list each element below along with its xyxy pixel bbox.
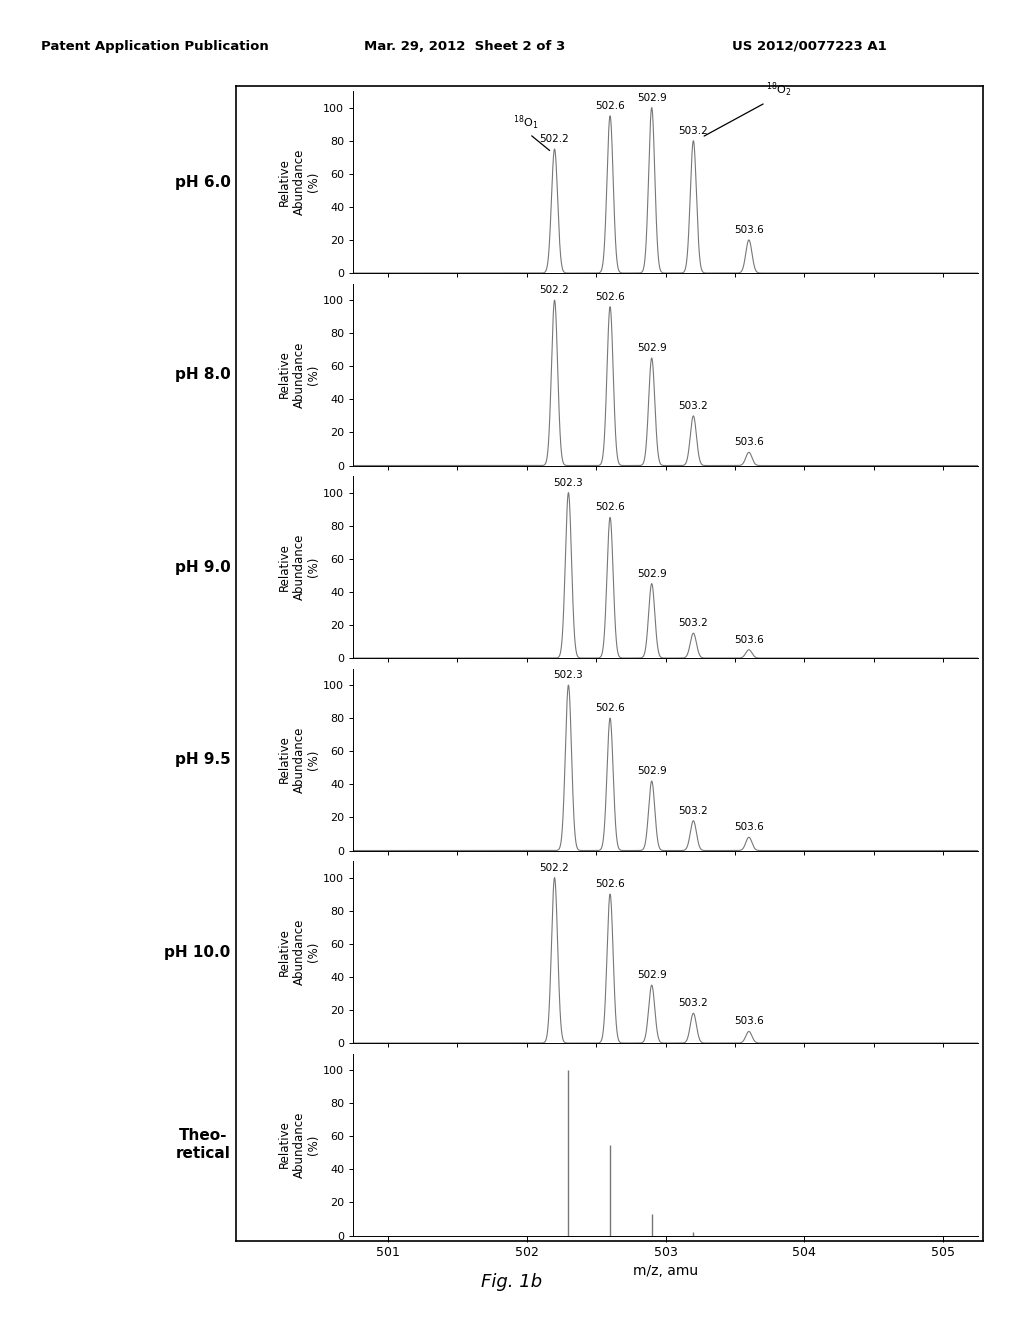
Y-axis label: Relative
Abundance
(%): Relative Abundance (%) xyxy=(278,1111,321,1177)
Text: 502.6: 502.6 xyxy=(595,704,625,713)
Y-axis label: Relative
Abundance
(%): Relative Abundance (%) xyxy=(278,533,321,601)
Text: 503.2: 503.2 xyxy=(679,125,709,136)
Text: 502.9: 502.9 xyxy=(637,343,667,352)
Text: 502.6: 502.6 xyxy=(595,503,625,512)
X-axis label: m/z, amu: m/z, amu xyxy=(633,1265,698,1279)
Text: 503.2: 503.2 xyxy=(679,618,709,628)
Text: US 2012/0077223 A1: US 2012/0077223 A1 xyxy=(732,40,887,53)
Text: $^{18}$O$_2$: $^{18}$O$_2$ xyxy=(766,81,791,99)
Y-axis label: Relative
Abundance
(%): Relative Abundance (%) xyxy=(278,919,321,985)
Text: 503.6: 503.6 xyxy=(734,437,764,447)
Text: pH 9.0: pH 9.0 xyxy=(175,560,230,574)
Text: 502.9: 502.9 xyxy=(637,970,667,981)
Text: 503.2: 503.2 xyxy=(679,805,709,816)
Text: Fig. 1b: Fig. 1b xyxy=(481,1272,543,1291)
Text: pH 10.0: pH 10.0 xyxy=(164,945,230,960)
Y-axis label: Relative
Abundance
(%): Relative Abundance (%) xyxy=(278,726,321,793)
Text: 502.2: 502.2 xyxy=(540,285,569,296)
Text: 502.9: 502.9 xyxy=(637,92,667,103)
Text: pH 8.0: pH 8.0 xyxy=(175,367,230,381)
Text: 503.2: 503.2 xyxy=(679,401,709,411)
Text: 503.6: 503.6 xyxy=(734,822,764,833)
Text: 502.6: 502.6 xyxy=(595,100,625,111)
Text: 502.3: 502.3 xyxy=(554,478,584,487)
Y-axis label: Relative
Abundance
(%): Relative Abundance (%) xyxy=(278,149,321,215)
Text: 502.6: 502.6 xyxy=(595,879,625,890)
Text: 502.9: 502.9 xyxy=(637,569,667,578)
Text: 503.6: 503.6 xyxy=(734,1016,764,1027)
Text: Mar. 29, 2012  Sheet 2 of 3: Mar. 29, 2012 Sheet 2 of 3 xyxy=(364,40,565,53)
Text: pH 6.0: pH 6.0 xyxy=(174,174,230,190)
Text: 502.9: 502.9 xyxy=(637,766,667,776)
Text: Patent Application Publication: Patent Application Publication xyxy=(41,40,268,53)
Y-axis label: Relative
Abundance
(%): Relative Abundance (%) xyxy=(278,342,321,408)
Text: 502.2: 502.2 xyxy=(540,863,569,873)
Text: pH 9.5: pH 9.5 xyxy=(175,752,230,767)
Text: $^{18}$O$_1$: $^{18}$O$_1$ xyxy=(513,114,538,132)
Text: 503.2: 503.2 xyxy=(679,998,709,1008)
Text: 502.2: 502.2 xyxy=(540,135,569,144)
Text: 503.6: 503.6 xyxy=(734,224,764,235)
Text: 502.3: 502.3 xyxy=(554,671,584,680)
Text: 503.6: 503.6 xyxy=(734,635,764,644)
Text: Theo-
retical: Theo- retical xyxy=(175,1129,230,1160)
Text: 502.6: 502.6 xyxy=(595,292,625,302)
